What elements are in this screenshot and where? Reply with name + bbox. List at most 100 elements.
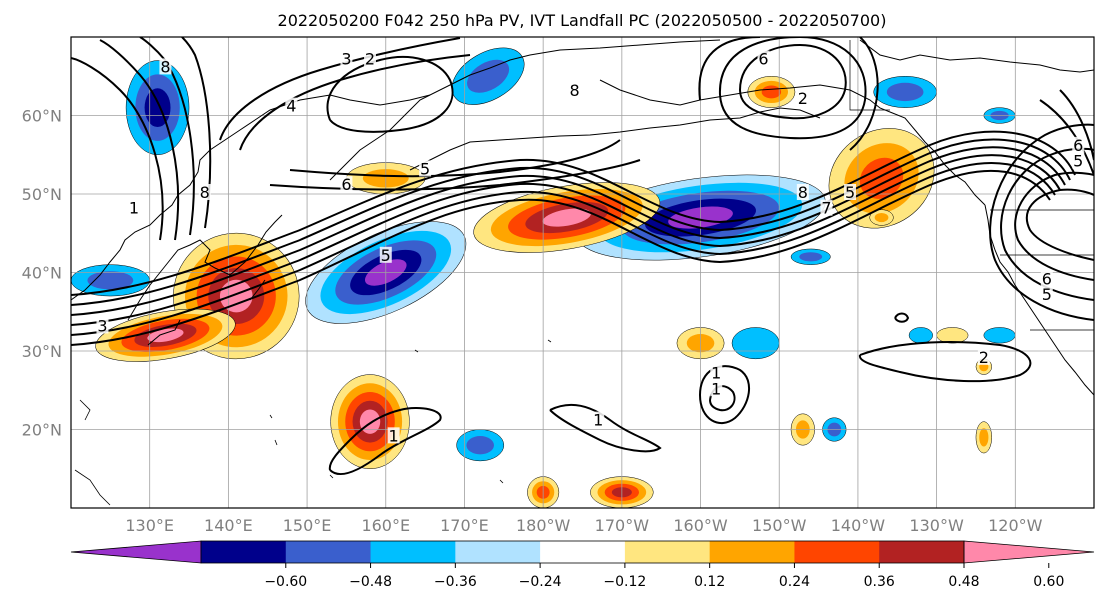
pv-shading-patch-23-level-1: [979, 428, 989, 447]
coastline-aleutians: [409, 107, 821, 171]
coastline-asia-mainland: [71, 39, 721, 301]
colorbar-tick-label: −0.12: [603, 574, 646, 590]
contour-label-bg: [419, 160, 432, 177]
contour-label-bg: [127, 199, 140, 216]
pv-shading-patch-4-level-4: [147, 328, 184, 343]
colorbar-bin: [879, 541, 965, 563]
pv-shading-patch-6-level-4: [359, 409, 381, 434]
contour-label: 6: [1042, 269, 1052, 288]
jet-contour-5: [71, 138, 1071, 306]
lon-tick-label: 150°W: [752, 516, 807, 535]
lon-tick-label: 160°E: [361, 516, 410, 535]
colorbar-bin: [370, 541, 456, 563]
contour-label-bg: [285, 97, 298, 114]
low-ivt-contour-2: [549, 403, 662, 453]
lon-tick-label: 150°E: [283, 516, 332, 535]
low-ivt-contour-1: [328, 407, 442, 475]
contour-label: 1: [389, 426, 399, 445]
colorbar-tick-label: −0.24: [519, 574, 562, 590]
jet-contour-7: [71, 57, 164, 241]
lat-tick-label: 40°N: [22, 264, 62, 283]
east-contour-1: [1059, 89, 1094, 161]
colorbar-extend-high: [963, 540, 1095, 564]
contour-label-bg: [364, 50, 377, 67]
contour-label-bg: [796, 184, 809, 200]
pv-shading-patch-10-level-2: [761, 85, 782, 99]
colorbar-bin: [455, 541, 541, 563]
contour-label: 1: [711, 364, 721, 383]
east-ridge-1: [1025, 188, 1094, 261]
contour-label-bg: [592, 411, 605, 428]
map-frame: [70, 36, 1095, 509]
contour-label-bg: [198, 184, 211, 200]
coastline-arctic-islands: [859, 39, 1094, 73]
lon-tick-label: 160°W: [673, 516, 728, 535]
contour-label-bg: [1072, 136, 1085, 153]
contour-label: 3: [97, 316, 107, 335]
contour-label: 6: [758, 50, 768, 69]
contour-label-bg: [1040, 270, 1053, 287]
contour-label: 1: [593, 411, 603, 430]
north-contour-3: [326, 56, 454, 133]
east-ridge-2: [1014, 171, 1094, 281]
coastline-kamchatka: [329, 94, 431, 181]
colorbar-bin: [285, 541, 372, 563]
contour-label-bg: [820, 199, 833, 216]
contour-label-bg: [757, 50, 770, 67]
jet-contour-9: [139, 37, 195, 236]
contour-label-bg: [96, 317, 109, 334]
colorbar-extend-low: [70, 540, 202, 564]
pv-shading-patch-13-level-1: [466, 436, 494, 455]
lon-tick-label: 180°W: [516, 516, 571, 535]
colorbar-bin: [201, 541, 287, 563]
figure-title: 2022050200 F042 250 hPa PV, IVT Landfall…: [278, 11, 887, 30]
contour-label: 2: [365, 50, 375, 69]
colorbar-tick-label: 0.48: [948, 574, 979, 590]
contour-label-bg: [710, 380, 723, 397]
contour-label: 5: [1073, 152, 1083, 171]
jet-contour-10: [181, 37, 212, 229]
contour-label-bg: [340, 50, 353, 67]
pv-shading-patch-15-level-0: [731, 327, 780, 360]
colorbar-bin: [794, 541, 880, 563]
contour-label-bg: [1040, 286, 1053, 303]
pv-shading-patch-25-level-1: [874, 212, 889, 223]
contour-label-bg: [977, 348, 990, 365]
contour-label: 4: [286, 97, 296, 116]
contour-label: 5: [381, 246, 391, 265]
contour-label: 8: [160, 57, 170, 76]
contour-label-bg: [159, 58, 172, 75]
lat-tick-label: 20°N: [22, 421, 62, 440]
small-closed-contour: [894, 312, 910, 323]
north-contour-4: [289, 139, 621, 178]
contour-label: 6: [341, 175, 351, 194]
lon-tick-label: 140°E: [204, 516, 253, 535]
contour-label: 7: [821, 199, 831, 218]
jet-contour-6: [71, 130, 1076, 296]
alaska-high-1: [739, 43, 847, 120]
north-contour-1: [219, 37, 461, 141]
east-contour-2: [1039, 99, 1094, 176]
colorbar-tick-label: −0.48: [349, 574, 392, 590]
contour-label-bg: [710, 364, 723, 381]
coastline-north-america: [984, 204, 1094, 396]
contour-label-bg: [379, 246, 392, 263]
pv-shading-patch-7-level-2: [144, 88, 171, 128]
pv-shading-patch-24-level-1: [799, 252, 823, 262]
lat-tick-label: 50°N: [22, 185, 62, 204]
pv-shading-patch-9-level-1: [886, 82, 924, 102]
contour-label: 3: [341, 50, 351, 69]
contour-label: 2: [798, 89, 808, 108]
jet-contour-8: [99, 39, 180, 241]
pv-shading-patch-2-level-4: [542, 208, 591, 227]
coastline-islands-pacific: [74, 339, 552, 506]
lat-tick-label: 30°N: [22, 342, 62, 361]
contour-label: 1: [129, 199, 139, 218]
contour-label-bg: [340, 176, 353, 193]
colorbar-tick-label: 0.12: [694, 574, 725, 590]
colorbar-tick-label: 0.36: [864, 574, 895, 590]
border-canada-us: [849, 40, 1094, 331]
lon-tick-label: 140°W: [831, 516, 886, 535]
contour-label: 8: [200, 183, 210, 202]
